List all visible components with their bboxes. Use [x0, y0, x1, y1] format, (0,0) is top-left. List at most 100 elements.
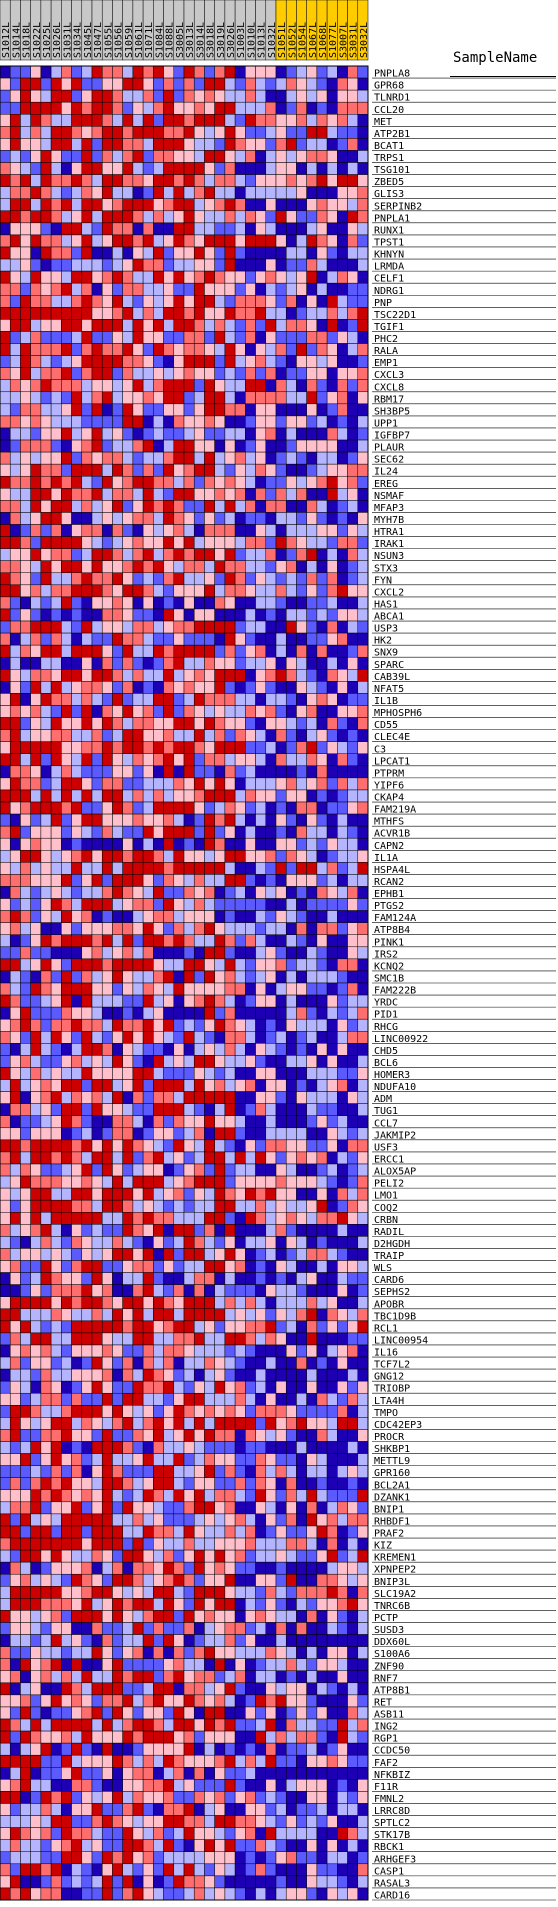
heatmap-cell: [214, 1525, 226, 1539]
heatmap-cell: [20, 65, 31, 79]
heatmap-cell: [204, 174, 215, 187]
heatmap-cell: [245, 1260, 256, 1273]
heatmap-cell: [112, 367, 123, 380]
heatmap-cell: [91, 837, 103, 851]
heatmap-cell: [265, 669, 277, 682]
heatmap-cell: [183, 1091, 195, 1104]
heatmap-cell: [142, 1248, 154, 1261]
heatmap-cell: [245, 367, 256, 380]
heatmap-cell: [245, 343, 256, 356]
heatmap-cell: [326, 234, 338, 248]
heatmap-cell: [153, 1308, 164, 1322]
heatmap-cell: [306, 765, 318, 779]
heatmap-cell: [193, 1043, 205, 1056]
heatmap-cell: [101, 198, 113, 212]
heatmap-cell: [71, 1067, 83, 1080]
heatmap-cell: [193, 1236, 205, 1249]
heatmap-cell: [50, 246, 62, 260]
heatmap-cell: [357, 1573, 369, 1587]
heatmap-cell: [326, 910, 338, 923]
heatmap-cell: [122, 89, 134, 103]
heatmap-cell: [214, 475, 226, 489]
heatmap-cell: [316, 403, 328, 417]
heatmap-cell: [265, 717, 277, 730]
heatmap-cell: [183, 186, 195, 199]
heatmap-cell: [91, 524, 103, 537]
heatmap-cell: [265, 222, 277, 236]
heatmap-cell: [265, 729, 277, 742]
heatmap-cell: [163, 1115, 175, 1129]
heatmap-cell: [275, 1103, 287, 1116]
heatmap-cell: [337, 1356, 348, 1370]
heatmap-cell: [245, 1537, 256, 1551]
heatmap-cell: [173, 717, 185, 730]
heatmap-cell: [255, 1441, 267, 1454]
heatmap-cell: [234, 1284, 246, 1297]
heatmap-cell: [204, 451, 215, 465]
heatmap-cell: [9, 500, 21, 513]
heatmap-cell: [112, 500, 123, 513]
heatmap-cell: [245, 1187, 256, 1201]
heatmap-cell: [61, 946, 72, 960]
heatmap-cell: [234, 1694, 246, 1708]
heatmap-cell: [9, 825, 21, 839]
heatmap-cell: [40, 138, 52, 151]
heatmap-cell: [357, 355, 369, 368]
heatmap-cell: [357, 1477, 369, 1491]
heatmap-cell: [40, 246, 52, 260]
heatmap-cell: [132, 270, 144, 284]
heatmap-cell: [326, 1248, 338, 1261]
heatmap-cell: [9, 475, 21, 489]
heatmap-cell: [9, 1706, 21, 1720]
heatmap-cell: [0, 1646, 11, 1659]
heatmap-cell: [101, 584, 113, 598]
heatmap-cell: [173, 946, 185, 960]
heatmap-cell: [81, 898, 93, 911]
heatmap-cell: [61, 753, 72, 767]
heatmap-cell: [9, 1573, 21, 1587]
heatmap-cell: [142, 307, 154, 320]
heatmap-cell: [20, 1055, 31, 1068]
heatmap-cell: [265, 1091, 277, 1104]
heatmap-cell: [306, 1634, 318, 1647]
heatmap-cell: [30, 65, 42, 79]
column-label: S1022L: [32, 22, 43, 58]
heatmap-cell: [224, 1622, 236, 1635]
heatmap-cell: [122, 138, 134, 151]
heatmap-cell: [275, 512, 287, 525]
heatmap-cell: [132, 367, 144, 380]
heatmap-cell: [285, 693, 297, 706]
heatmap-cell: [285, 524, 297, 537]
heatmap-cell: [296, 982, 307, 996]
heatmap-cell: [40, 789, 52, 803]
heatmap-cell: [71, 65, 83, 79]
heatmap-cell: [81, 174, 93, 187]
heatmap-cell: [173, 789, 185, 803]
heatmap-cell: [285, 415, 297, 429]
heatmap-cell: [9, 1610, 21, 1623]
heatmap-cell: [183, 1163, 195, 1177]
heatmap-cell: [61, 1175, 72, 1189]
heatmap-cell: [255, 1344, 267, 1358]
heatmap-cell: [275, 1018, 287, 1032]
heatmap-cell: [91, 608, 103, 622]
heatmap-cell: [306, 463, 318, 477]
heatmap-cell: [9, 1634, 21, 1647]
heatmap-cell: [255, 463, 267, 477]
heatmap-cell: [347, 1248, 359, 1261]
heatmap-cell: [20, 1079, 31, 1092]
heatmap-cell: [296, 693, 307, 706]
heatmap-cell: [173, 415, 185, 429]
heatmap-cell: [91, 379, 103, 393]
heatmap-cell: [193, 1248, 205, 1261]
heatmap-cell: [306, 1561, 318, 1575]
heatmap-cell: [30, 1405, 42, 1418]
heatmap-cell: [204, 1380, 215, 1394]
heatmap-cell: [357, 1139, 369, 1153]
heatmap-cell: [337, 427, 348, 441]
heatmap-cell: [30, 717, 42, 730]
heatmap-cell: [81, 258, 93, 272]
heatmap-cell: [40, 403, 52, 417]
heatmap-cell: [347, 789, 359, 803]
heatmap-cell: [234, 1248, 246, 1261]
